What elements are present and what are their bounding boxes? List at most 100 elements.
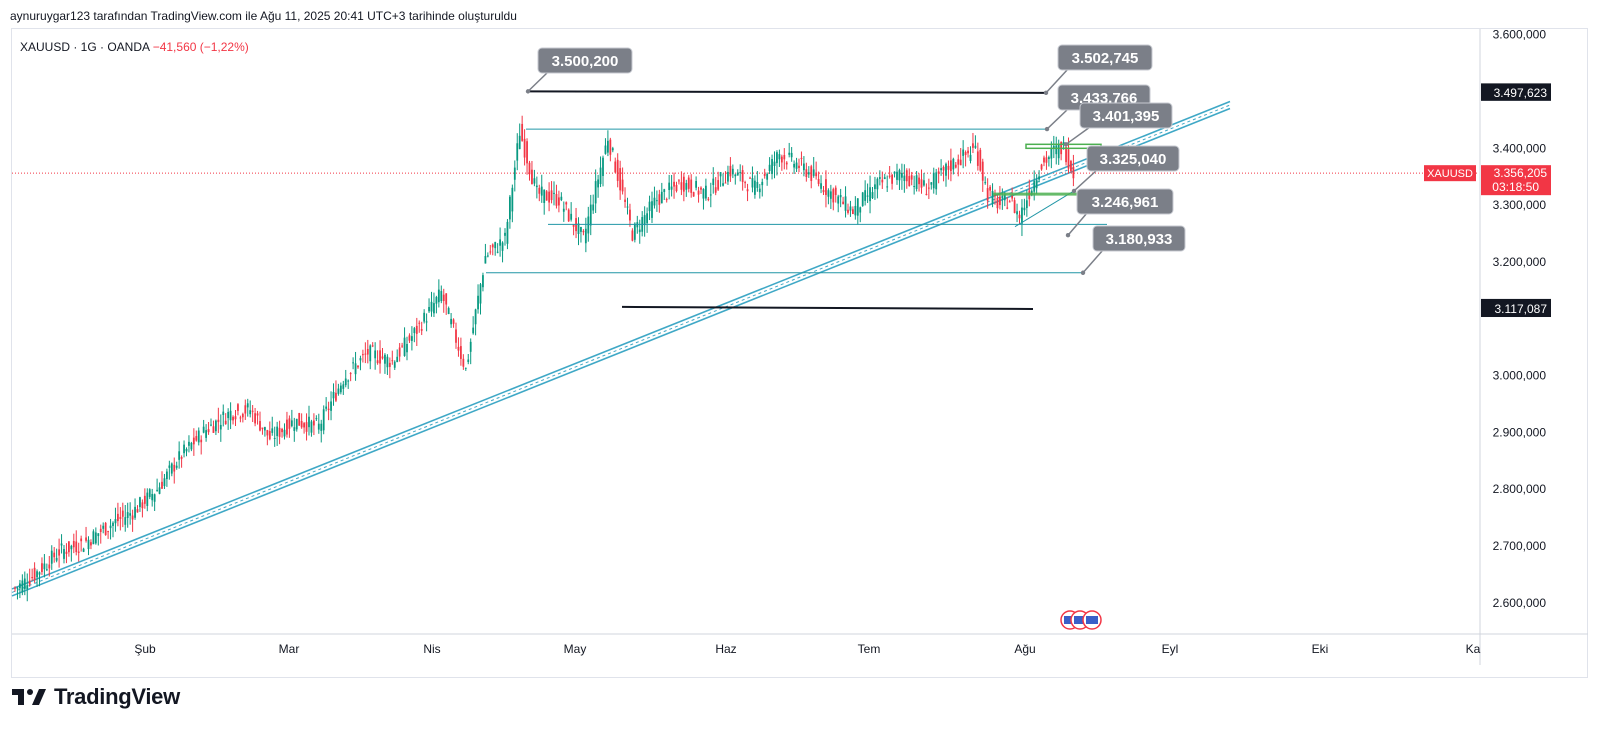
candle-body <box>976 151 979 166</box>
trendline <box>11 107 1231 597</box>
candle-body <box>712 178 715 186</box>
time-tick-label: Mar <box>279 642 300 656</box>
candle-body <box>533 178 536 184</box>
candle-body <box>697 190 700 195</box>
candle-body <box>423 312 426 322</box>
candle-body <box>682 176 685 192</box>
candle-body <box>624 199 626 202</box>
price-axis: 3.600,000 3.400,000 3.300,000 3.200,000 3.00… <box>1424 28 1551 610</box>
candle-body <box>560 196 563 201</box>
time-tick-label: Eyl <box>1162 642 1179 656</box>
candle-body <box>278 427 281 437</box>
callout-pointer <box>1065 126 1091 145</box>
candle-body <box>281 428 283 433</box>
candle-body <box>482 275 484 288</box>
candle-body <box>286 419 288 435</box>
candle-body <box>607 140 609 153</box>
time-tick-label: Nis <box>423 642 440 656</box>
candle-body <box>1013 200 1016 213</box>
candle-body <box>435 297 438 304</box>
candle-body <box>158 487 161 494</box>
candle-body <box>163 478 166 487</box>
callout-label: 3.500,200 <box>552 53 619 70</box>
candle-body <box>43 563 46 570</box>
candle-body <box>290 420 293 427</box>
candle-body <box>945 163 947 176</box>
candle-body <box>295 418 298 430</box>
candle-body <box>687 177 690 189</box>
candle-body <box>893 171 896 174</box>
callout-label: 3.180,933 <box>1106 231 1173 248</box>
candle-body <box>974 145 977 148</box>
candle-body <box>643 215 646 226</box>
candle-body <box>1065 147 1067 163</box>
candle-body <box>602 157 604 176</box>
candle-body <box>653 197 656 206</box>
candle-body <box>842 201 844 205</box>
candle-body <box>565 202 568 205</box>
candle-body <box>308 416 310 428</box>
callout-label: 3.502,745 <box>1072 50 1139 67</box>
callout-anchor-dot <box>1063 142 1069 147</box>
callout-anchor-dot <box>1080 270 1086 275</box>
candle-body <box>474 309 477 325</box>
candle-body <box>452 319 455 324</box>
candle-body <box>597 179 599 188</box>
candle-body <box>820 183 822 189</box>
candle-body <box>268 431 271 440</box>
candle-body <box>161 481 163 489</box>
candle-body <box>401 345 403 347</box>
price-tick-label: 3.200,000 <box>1493 255 1547 269</box>
grid <box>12 29 1588 665</box>
candle-body <box>310 421 313 433</box>
chart-caption: aynuruygar123 tarafından TradingView.com… <box>10 9 517 23</box>
candle-body <box>543 189 546 203</box>
tradingview-logo[interactable]: TradingView <box>12 684 180 710</box>
candle-body <box>587 216 590 234</box>
candle-body <box>484 256 487 264</box>
candle-body <box>381 356 384 359</box>
candle-body <box>754 180 756 195</box>
candle-body <box>604 145 607 154</box>
callout-box <box>1092 225 1186 252</box>
candle-body <box>901 172 903 178</box>
candle-body <box>445 293 448 305</box>
candle-body <box>126 512 129 518</box>
candle-body <box>719 172 722 177</box>
candle-body <box>317 423 320 430</box>
candle-body <box>780 156 783 163</box>
candle-body <box>205 430 207 438</box>
candle-body <box>442 294 445 302</box>
candle-body <box>92 531 95 545</box>
candle-body <box>63 548 65 559</box>
candle-body <box>403 337 406 356</box>
candle-body <box>411 336 413 341</box>
time-tick-label: Şub <box>134 642 156 656</box>
candle-body <box>651 201 653 218</box>
candle-body <box>374 350 377 359</box>
candle-body <box>800 157 803 159</box>
candle-body <box>77 551 80 553</box>
candle-body <box>440 291 443 302</box>
candle-body <box>134 506 136 518</box>
candle-body <box>724 182 727 184</box>
candle-body <box>486 255 489 257</box>
candle-body <box>611 148 614 151</box>
candle-body <box>332 391 335 399</box>
callout-pointer <box>1073 169 1098 192</box>
candle-body <box>905 170 908 182</box>
candle-body <box>705 185 707 199</box>
chart-frame[interactable] <box>11 28 1588 678</box>
candle-body <box>548 191 550 203</box>
candle-body <box>717 180 720 190</box>
candle-body <box>143 495 146 504</box>
callout-label: 3.401,395 <box>1093 108 1160 125</box>
green-zone-bottom <box>993 192 1107 196</box>
symbol-info: XAUUSD · 1G · OANDA <box>20 40 150 54</box>
candle-body <box>616 159 619 181</box>
candle-body <box>200 439 203 443</box>
candle-body <box>822 190 825 193</box>
candle-body <box>785 162 788 165</box>
candle-body <box>599 167 602 185</box>
